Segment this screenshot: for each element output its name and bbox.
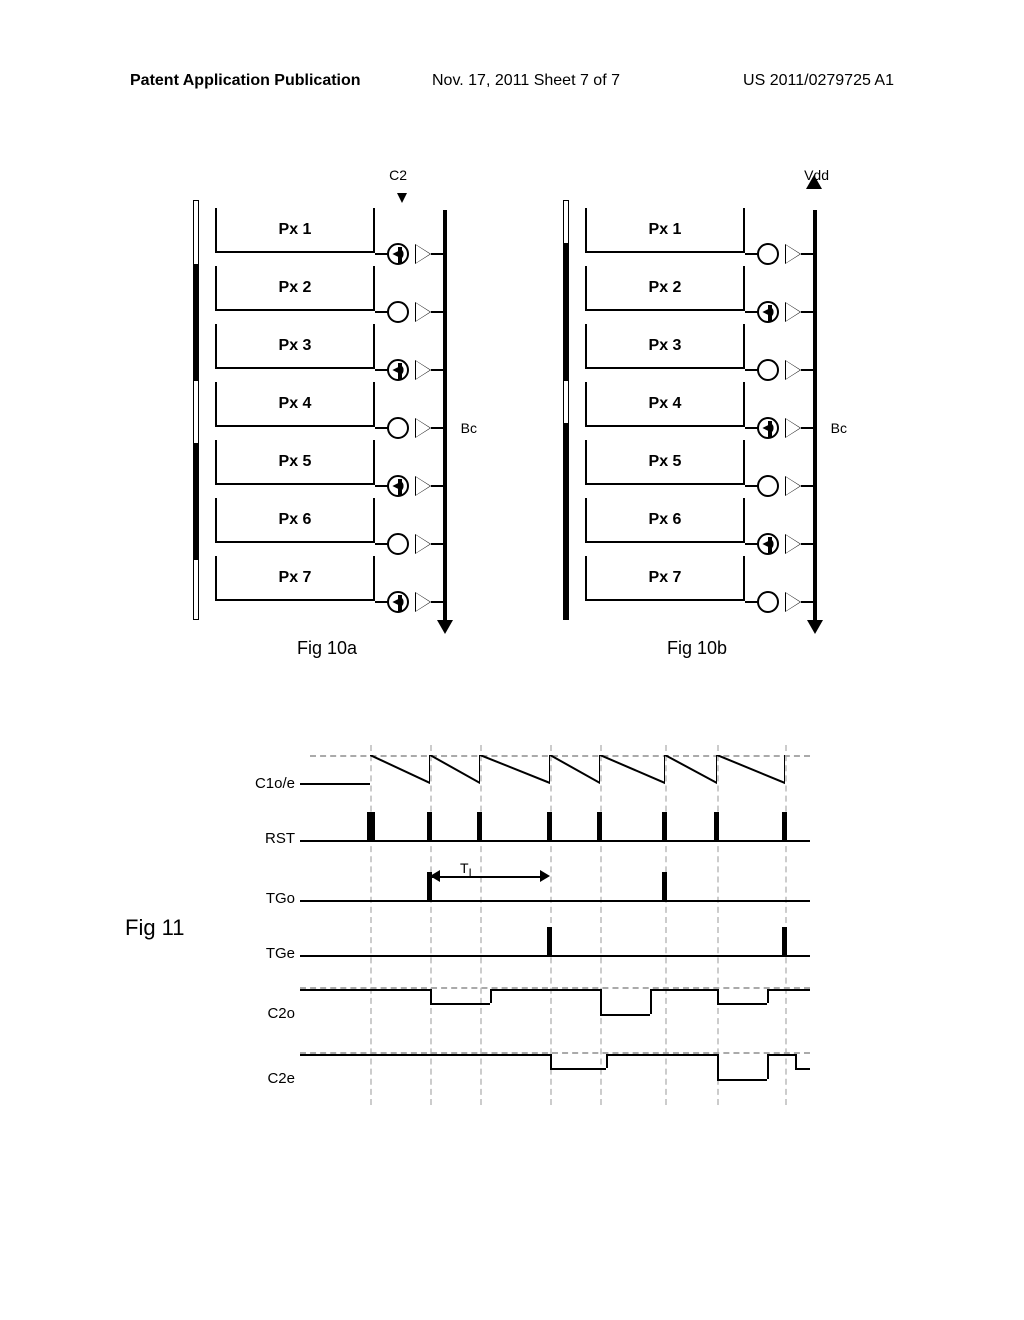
transistor-icon xyxy=(757,591,779,613)
pixel-row: Px 3 xyxy=(585,324,745,369)
amplifier-icon xyxy=(415,244,431,264)
pixel-row: Px 5 xyxy=(585,440,745,485)
transistor-icon xyxy=(387,533,409,555)
pixel-row: Px 6 xyxy=(585,498,745,543)
transistor-icon xyxy=(757,417,779,439)
page-header: Patent Application Publication Nov. 17, … xyxy=(0,72,1024,90)
signal-label: C1o/e xyxy=(245,775,295,792)
pixel-row: Px 4 xyxy=(215,382,375,427)
c2-arrow-icon xyxy=(397,193,407,203)
bc-label-10b: Bc xyxy=(831,420,847,436)
fig-10a-block: C2 Bc Px 1Px 2Px 3Px 4Px 5Px 6Px 7 Fig 1… xyxy=(187,175,467,659)
pixel-row: Px 4 xyxy=(585,382,745,427)
pixel-row: Px 7 xyxy=(215,556,375,601)
amplifier-icon xyxy=(785,534,801,554)
transistor-icon xyxy=(757,359,779,381)
left-rail-10a xyxy=(193,200,199,620)
pixel-row: Px 6 xyxy=(215,498,375,543)
figures-10-row: C2 Bc Px 1Px 2Px 3Px 4Px 5Px 6Px 7 Fig 1… xyxy=(0,175,1024,659)
amplifier-icon xyxy=(415,360,431,380)
transistor-icon xyxy=(757,475,779,497)
amplifier-icon xyxy=(415,476,431,496)
amplifier-icon xyxy=(415,534,431,554)
transistor-icon xyxy=(387,359,409,381)
pixel-row: Px 2 xyxy=(585,266,745,311)
right-rail-10a xyxy=(443,210,447,630)
amplifier-icon xyxy=(415,592,431,612)
pixel-row: Px 7 xyxy=(585,556,745,601)
c2-label: C2 xyxy=(389,167,407,183)
transistor-icon xyxy=(387,301,409,323)
pixel-row: Px 1 xyxy=(215,208,375,253)
transistor-icon xyxy=(387,243,409,265)
fig-10a-caption: Fig 10a xyxy=(297,638,357,659)
left-rail-10b xyxy=(563,200,569,620)
fig-10b-block: Vdd Bc Px 1Px 2Px 3Px 4Px 5Px 6Px 7 Fig … xyxy=(557,175,837,659)
bc-label-10a: Bc xyxy=(461,420,477,436)
rail-arrow-down-10b xyxy=(807,620,823,634)
right-rail-10b xyxy=(813,210,817,630)
signal-label: C2o xyxy=(245,1005,295,1022)
amplifier-icon xyxy=(785,476,801,496)
pixel-row: Px 5 xyxy=(215,440,375,485)
transistor-icon xyxy=(387,417,409,439)
fig-11-caption: Fig 11 xyxy=(125,915,185,941)
fig-10b-circuit: Vdd Bc Px 1Px 2Px 3Px 4Px 5Px 6Px 7 xyxy=(557,175,837,630)
signal-label: TGe xyxy=(245,945,295,962)
amplifier-icon xyxy=(785,302,801,322)
rail-arrow-down-10a xyxy=(437,620,453,634)
fig-10a-circuit: C2 Bc Px 1Px 2Px 3Px 4Px 5Px 6Px 7 xyxy=(187,175,467,630)
amplifier-icon xyxy=(785,244,801,264)
amplifier-icon xyxy=(415,418,431,438)
vdd-arrow-up-icon xyxy=(806,175,822,189)
pixel-row: Px 2 xyxy=(215,266,375,311)
pixel-row: Px 3 xyxy=(215,324,375,369)
fig-10b-caption: Fig 10b xyxy=(667,638,727,659)
transistor-icon xyxy=(757,533,779,555)
page: Patent Application Publication Nov. 17, … xyxy=(0,0,1024,1320)
header-pub-type: Patent Application Publication xyxy=(130,72,361,90)
signal-label: RST xyxy=(245,830,295,847)
header-date-sheet: Nov. 17, 2011 Sheet 7 of 7 xyxy=(432,72,620,90)
transistor-icon xyxy=(387,591,409,613)
signal-label: TGo xyxy=(245,890,295,907)
transistor-icon xyxy=(757,243,779,265)
amplifier-icon xyxy=(785,592,801,612)
transistor-icon xyxy=(387,475,409,497)
timing-diagram: C1o/eRSTTGoTGeC2oC2eTL xyxy=(300,745,830,1105)
transistor-icon xyxy=(757,301,779,323)
pixel-row: Px 1 xyxy=(585,208,745,253)
amplifier-icon xyxy=(785,360,801,380)
header-pub-number: US 2011/0279725 A1 xyxy=(743,72,894,90)
signal-label: C2e xyxy=(245,1070,295,1087)
amplifier-icon xyxy=(415,302,431,322)
amplifier-icon xyxy=(785,418,801,438)
